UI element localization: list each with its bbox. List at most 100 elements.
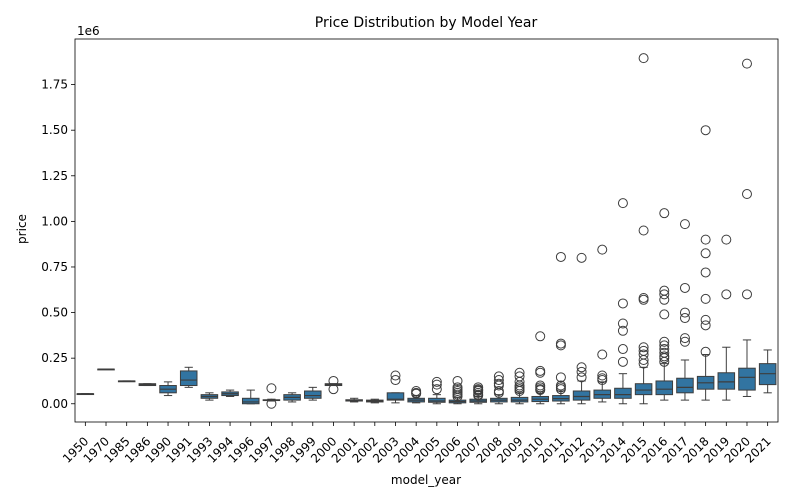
outlier-point [555, 251, 566, 262]
y-axis-label: price [15, 214, 29, 244]
box-1993 [200, 392, 219, 401]
box-2003 [386, 370, 405, 404]
box-1986 [138, 383, 157, 387]
outlier-point [555, 372, 566, 383]
outlier-point [638, 225, 649, 236]
box-2004 [407, 385, 425, 404]
outlier-point [679, 219, 690, 230]
outlier-point [535, 331, 546, 342]
box-1950 [76, 393, 95, 396]
box-2018 [696, 125, 715, 401]
iqr-box [634, 383, 653, 396]
outlier-point [597, 244, 608, 255]
plot-frame [74, 38, 779, 423]
y-tick-label: 1.25 [41, 169, 68, 183]
outlier-point [700, 234, 711, 245]
y-tick-label: 1.75 [41, 78, 68, 92]
box-2011 [552, 251, 570, 405]
outlier-point [555, 340, 566, 351]
box-1985 [117, 380, 136, 383]
outlier-point [328, 384, 339, 395]
outlier-point [700, 267, 711, 278]
outlier-point [659, 309, 670, 320]
iqr-box [304, 390, 322, 399]
outlier-point [741, 289, 752, 300]
iqr-box [676, 377, 694, 394]
outlier-point [597, 375, 608, 386]
outlier-point [638, 294, 649, 305]
outlier-point [638, 342, 649, 353]
y-axis-ticks: 0.00 0.25 0.50 0.75 1.00 1.25 1.50 1.75 [41, 78, 75, 411]
box-2019 [717, 234, 736, 401]
outlier-point [679, 333, 690, 344]
outlier-point [431, 376, 442, 387]
outlier-point [576, 252, 587, 263]
outlier-point [390, 370, 401, 381]
box-2020 [738, 58, 756, 397]
iqr-box [179, 370, 198, 387]
outlier-point [597, 370, 608, 381]
box-1990 [159, 381, 177, 397]
outlier-point [721, 289, 732, 300]
chart-title: Price Distribution by Model Year [315, 15, 538, 31]
iqr-box [738, 367, 756, 391]
outlier-point [659, 294, 670, 305]
iqr-box [241, 397, 260, 405]
box-series [76, 53, 777, 409]
outlier-point [659, 336, 670, 347]
box-2009 [510, 367, 529, 405]
outlier-point [638, 53, 649, 64]
outlier-point [431, 384, 442, 395]
outlier-point [741, 189, 752, 200]
box-2005 [428, 376, 446, 405]
x-axis-label: model_year [391, 473, 461, 487]
box-2013 [593, 244, 612, 403]
y-tick-label: 1.50 [41, 123, 68, 137]
box-1999 [304, 386, 322, 401]
outlier-point [741, 58, 752, 69]
y-tick-label: 1.00 [41, 214, 68, 228]
outlier-point [390, 375, 401, 386]
box-2010 [531, 331, 549, 405]
y-tick-label: 0.50 [41, 306, 68, 320]
box-2015 [634, 53, 653, 405]
box-2007 [469, 382, 487, 405]
box-2021 [758, 349, 777, 394]
outlier-point [700, 346, 711, 357]
outlier-point [679, 313, 690, 324]
outlier-point [493, 375, 504, 386]
outlier-point [700, 248, 711, 259]
box-2012 [572, 252, 591, 405]
outlier-point [493, 380, 504, 391]
box-2001 [345, 397, 363, 403]
iqr-box [655, 380, 674, 396]
outlier-point [597, 349, 608, 360]
outlier-point [659, 289, 670, 300]
outlier-point [555, 384, 566, 395]
outlier-point [638, 354, 649, 365]
outlier-point [659, 208, 670, 219]
outlier-point [514, 385, 525, 396]
outlier-point [576, 372, 587, 383]
outlier-point [638, 358, 649, 369]
outlier-point [328, 375, 339, 386]
iqr-box [572, 390, 591, 401]
outlier-point [659, 353, 670, 364]
box-2008 [490, 371, 508, 405]
box-2006 [448, 375, 467, 405]
outlier-point [617, 298, 628, 309]
box-2014 [614, 198, 632, 405]
y-tick-label: 0.75 [41, 260, 68, 274]
outlier-point [535, 385, 546, 396]
outlier-point [576, 362, 587, 373]
outlier-point [535, 367, 546, 378]
outlier-point [721, 234, 732, 245]
box-1997 [262, 383, 281, 409]
outlier-point [700, 320, 711, 331]
outlier-point [659, 356, 670, 367]
outlier-point [431, 379, 442, 390]
iqr-box [717, 372, 736, 390]
